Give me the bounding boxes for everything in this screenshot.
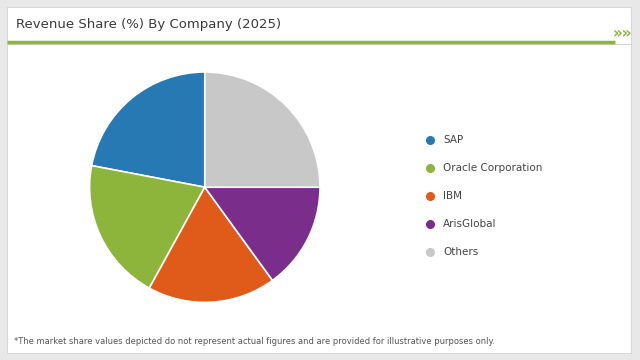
FancyBboxPatch shape <box>7 7 631 353</box>
Text: ArisGlobal: ArisGlobal <box>443 219 497 229</box>
Text: IBM: IBM <box>443 191 462 201</box>
Wedge shape <box>92 72 205 187</box>
Text: Others: Others <box>443 247 478 257</box>
Text: »»: »» <box>612 27 632 41</box>
Wedge shape <box>205 187 320 280</box>
Wedge shape <box>90 166 205 288</box>
Text: Revenue Share (%) By Company (2025): Revenue Share (%) By Company (2025) <box>16 18 281 31</box>
Wedge shape <box>205 72 320 187</box>
Wedge shape <box>149 187 273 302</box>
Text: Oracle Corporation: Oracle Corporation <box>443 163 542 173</box>
Text: SAP: SAP <box>443 135 463 145</box>
Text: *The market share values depicted do not represent actual figures and are provid: *The market share values depicted do not… <box>14 337 495 346</box>
